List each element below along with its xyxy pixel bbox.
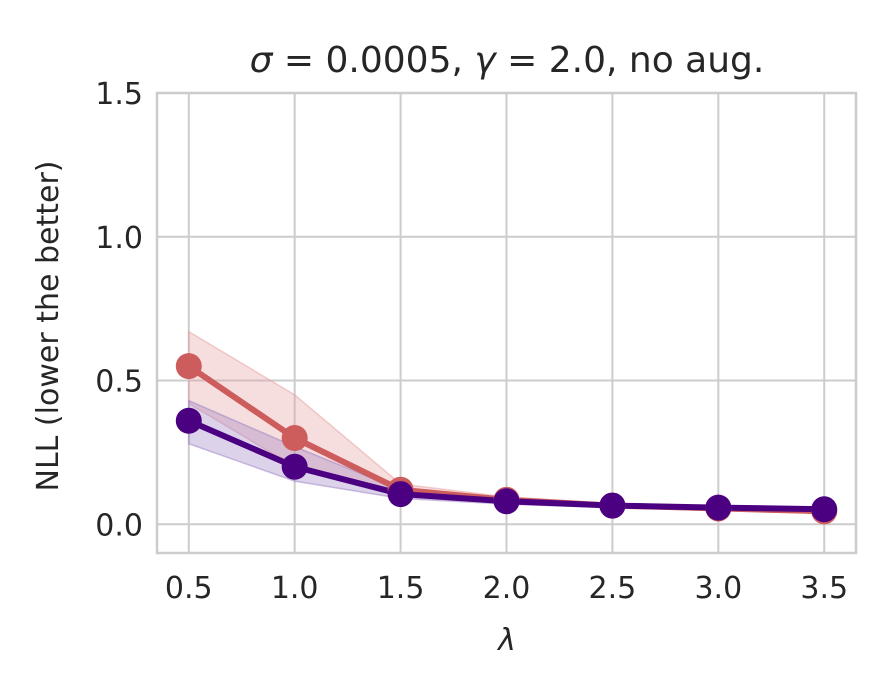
series-2-point [811, 496, 838, 523]
x-tick-label: 0.5 [165, 571, 213, 606]
series-2-point [387, 481, 414, 508]
x-tick-label: 2.5 [589, 571, 637, 606]
series-2-point [599, 492, 626, 519]
title-sigma-value: = 0.0005, [272, 40, 474, 81]
title-sigma: σ [250, 40, 274, 81]
chart-title: σ = 0.0005, γ = 2.0, no aug. [250, 40, 765, 81]
x-axis-title: λ [496, 623, 516, 658]
x-tick-label: 2.0 [483, 571, 531, 606]
series-1-point [281, 425, 308, 451]
plot-frame [155, 91, 858, 555]
x-tick-label: 1.0 [271, 571, 319, 606]
series-1-point [175, 353, 202, 380]
y-tick-label: 0.5 [95, 365, 143, 400]
series-2-point [175, 407, 202, 434]
tick-labels: 0.5 1.0 1.5 2.0 2.5 3.0 3.5 0.0 0.5 1.0 1.5 [95, 77, 848, 606]
series-2-point [493, 488, 520, 515]
series-2-point [281, 453, 308, 480]
y-tick-label: 1.0 [95, 221, 143, 256]
y-tick-label: 0.0 [95, 508, 143, 543]
series-2-point [705, 494, 732, 521]
title-gamma-value: = 2.0, no aug. [496, 40, 765, 81]
y-axis-title: NLL (lower the better) [31, 161, 66, 492]
grid [157, 92, 856, 553]
x-tick-label: 1.5 [377, 571, 425, 606]
x-tick-label: 3.0 [694, 571, 742, 606]
y-tick-label: 1.5 [95, 77, 143, 112]
series-points [175, 353, 838, 525]
title-gamma: γ [474, 40, 497, 81]
x-tick-label: 3.5 [800, 571, 848, 606]
